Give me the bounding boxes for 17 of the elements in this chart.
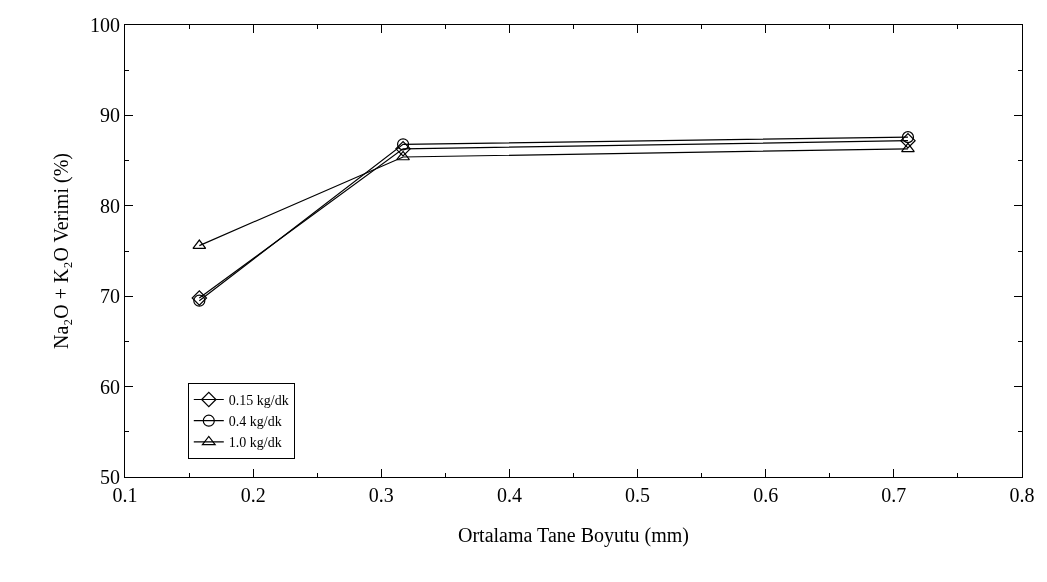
- x-tick-label: 0.6: [753, 484, 779, 507]
- x-tick-label: 0.4: [496, 484, 522, 507]
- y-tick-label: 90: [99, 104, 120, 127]
- y-tick-label: 70: [99, 285, 120, 308]
- x-axis-title: Ortalama Tane Boyutu (mm): [458, 523, 689, 547]
- y-tick-label: 100: [89, 14, 120, 36]
- y-tick-label: 80: [99, 194, 120, 217]
- legend-label: 0.4 kg/dk: [228, 414, 282, 430]
- x-tick-label: 0.8: [1009, 484, 1035, 507]
- legend-label: 1.0 kg/dk: [228, 435, 282, 451]
- x-tick-label: 0.3: [368, 484, 394, 507]
- y-axis-title: Na₂O + K₂O Verimi (%): [50, 153, 74, 349]
- x-tick-label: 0.2: [240, 484, 266, 507]
- x-tick-label: 0.7: [881, 484, 907, 507]
- y-tick-label: 60: [99, 375, 120, 398]
- x-tick-label: 0.5: [625, 484, 651, 507]
- legend-label: 0.15 kg/dk: [228, 392, 289, 408]
